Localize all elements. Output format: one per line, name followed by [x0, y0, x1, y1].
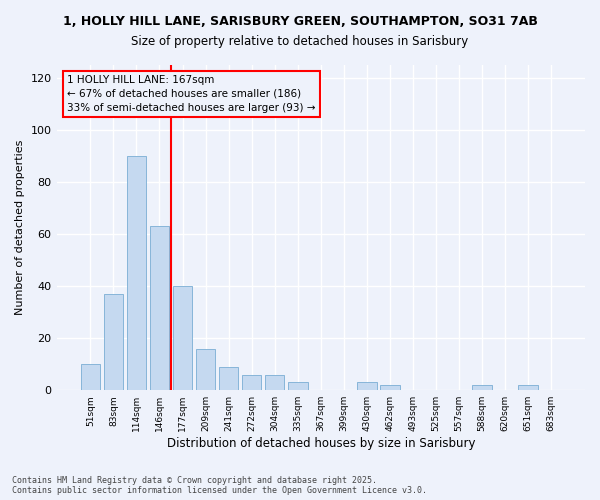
Text: 1, HOLLY HILL LANE, SARISBURY GREEN, SOUTHAMPTON, SO31 7AB: 1, HOLLY HILL LANE, SARISBURY GREEN, SOU… — [62, 15, 538, 28]
Bar — [472, 385, 492, 390]
Y-axis label: Number of detached properties: Number of detached properties — [15, 140, 25, 316]
Bar — [288, 382, 308, 390]
Bar — [380, 385, 400, 390]
Bar — [219, 367, 238, 390]
Bar — [127, 156, 146, 390]
Bar — [173, 286, 193, 390]
Text: Contains HM Land Registry data © Crown copyright and database right 2025.
Contai: Contains HM Land Registry data © Crown c… — [12, 476, 427, 495]
Bar — [518, 385, 538, 390]
Bar — [196, 348, 215, 390]
Text: Size of property relative to detached houses in Sarisbury: Size of property relative to detached ho… — [131, 35, 469, 48]
Bar — [149, 226, 169, 390]
Text: 1 HOLLY HILL LANE: 167sqm
← 67% of detached houses are smaller (186)
33% of semi: 1 HOLLY HILL LANE: 167sqm ← 67% of detac… — [67, 75, 316, 113]
Bar — [242, 374, 262, 390]
Bar — [357, 382, 377, 390]
Bar — [265, 374, 284, 390]
Bar — [104, 294, 123, 390]
X-axis label: Distribution of detached houses by size in Sarisbury: Distribution of detached houses by size … — [167, 437, 475, 450]
Bar — [80, 364, 100, 390]
